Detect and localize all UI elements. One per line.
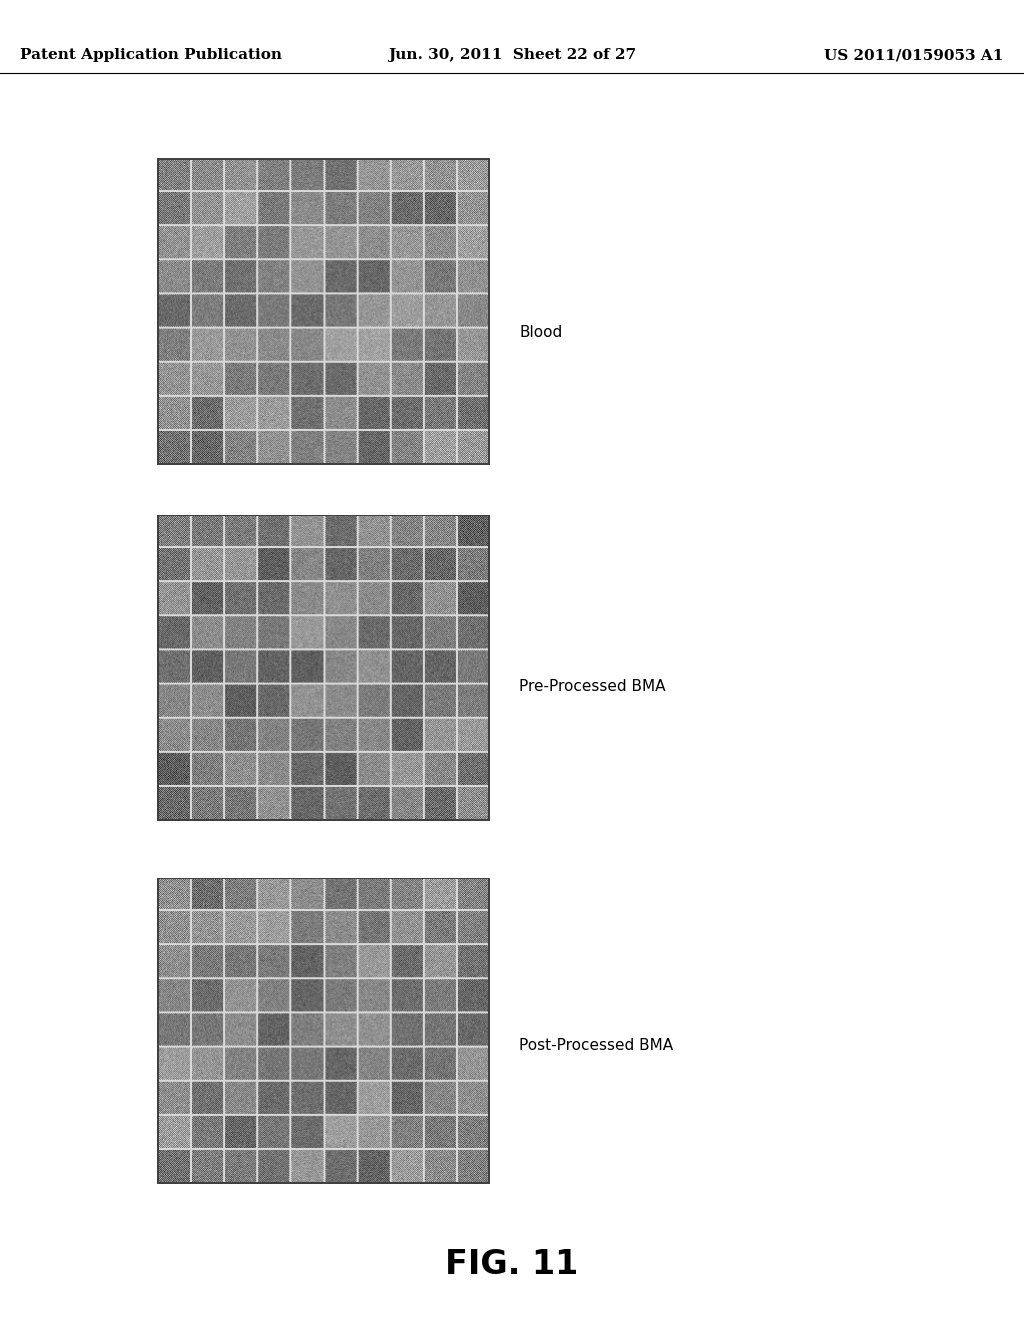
Text: Post-Processed BMA: Post-Processed BMA <box>519 1038 674 1053</box>
Text: Blood: Blood <box>519 325 562 341</box>
Text: Pre-Processed BMA: Pre-Processed BMA <box>519 678 666 694</box>
Text: Jun. 30, 2011  Sheet 22 of 27: Jun. 30, 2011 Sheet 22 of 27 <box>388 49 636 62</box>
Text: Patent Application Publication: Patent Application Publication <box>20 49 283 62</box>
Text: US 2011/0159053 A1: US 2011/0159053 A1 <box>824 49 1004 62</box>
Text: FIG. 11: FIG. 11 <box>445 1249 579 1280</box>
